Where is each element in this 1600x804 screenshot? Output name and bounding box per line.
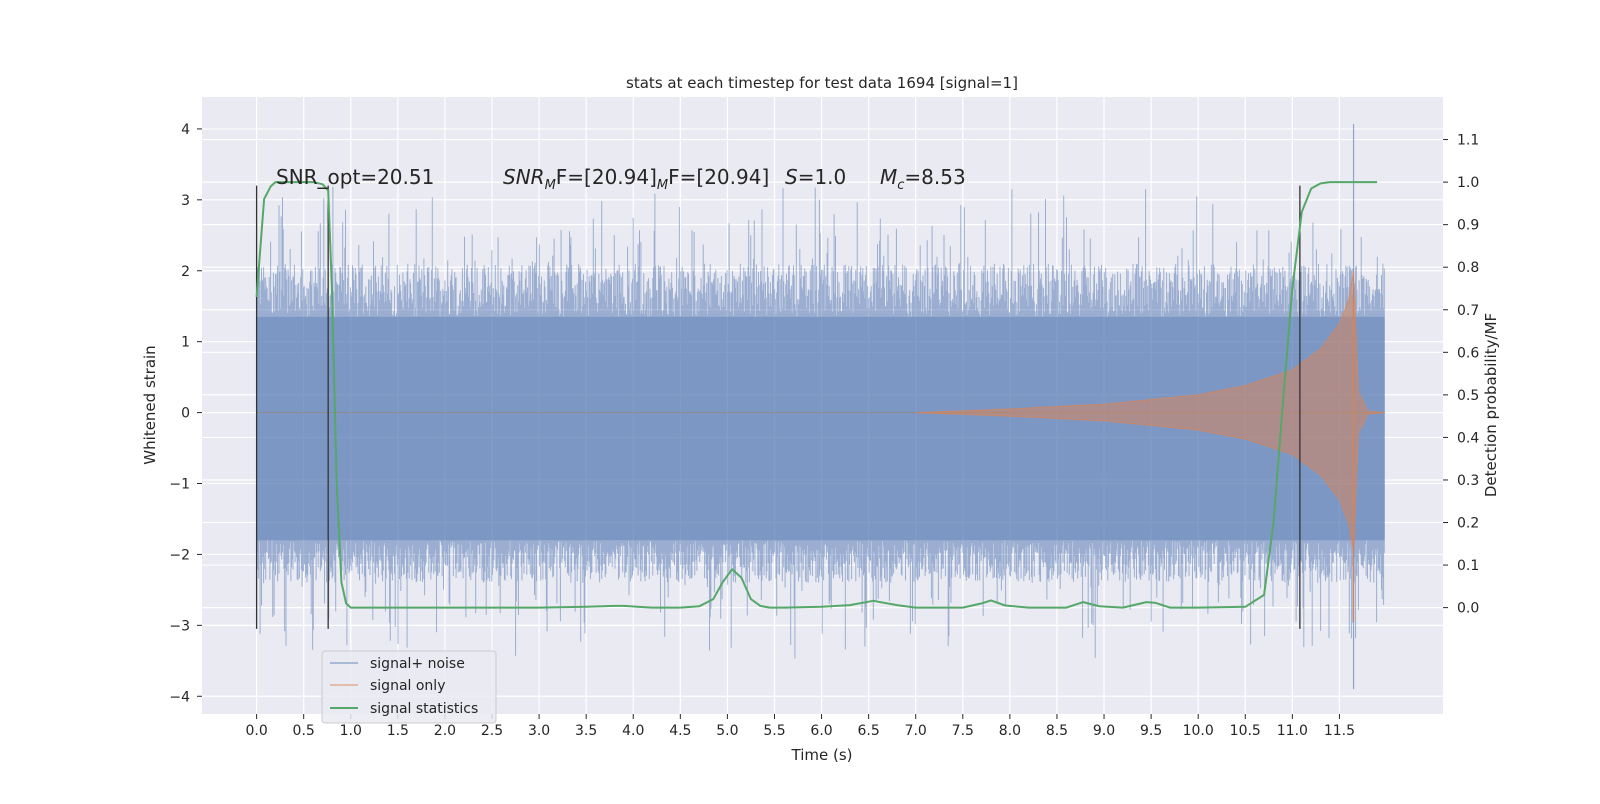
y-right-tick-label: 0.4	[1457, 430, 1479, 446]
signal-statistics-series	[255, 181, 1378, 609]
x-tick-label: 8.0	[999, 723, 1021, 739]
x-tick-label: 4.5	[669, 723, 691, 739]
signal-envelope	[915, 270, 1385, 552]
x-tick-label: 0.5	[293, 723, 315, 739]
x-tick-label: 7.0	[905, 723, 927, 739]
y-right-tick-label: 0.0	[1457, 601, 1479, 617]
y-right-tick-label: 1.0	[1457, 175, 1479, 191]
x-tick-label: 9.5	[1140, 723, 1162, 739]
y-left-tick-label: 2	[181, 264, 190, 280]
y-right-tick-label: 0.3	[1457, 473, 1479, 489]
x-tick-label: 11.5	[1324, 723, 1355, 739]
y-right-tick-label: 1.1	[1457, 133, 1479, 149]
stats-line	[255, 181, 1378, 609]
mc-sub: c	[897, 178, 904, 193]
x-tick-label: 0.0	[245, 723, 267, 739]
x-tick-label: 1.0	[340, 723, 362, 739]
y-left-tick-label: −2	[169, 547, 190, 563]
legend-label-signal: signal only	[370, 678, 445, 694]
y-left-tick-label: −4	[169, 689, 190, 705]
annotation-snr-opt: SNR_opt=20.51	[276, 165, 434, 189]
y-right-tick-label: 0.6	[1457, 345, 1479, 361]
y-left-tick-label: 0	[181, 406, 190, 422]
y-right-tick-label: 0.2	[1457, 516, 1479, 532]
y-left-tick-label: 4	[181, 122, 190, 138]
snr-mf-base: SNR	[503, 165, 545, 189]
x-tick-label: 10.5	[1230, 723, 1261, 739]
y-left-tick-label: 1	[181, 335, 190, 351]
mc-var: M	[880, 165, 897, 189]
snr-mf-rest: F=[20.94]	[668, 165, 769, 189]
x-tick-label: 2.0	[434, 723, 456, 739]
mc-rest: =8.53	[904, 165, 965, 189]
y-right-tick-label: 0.1	[1457, 558, 1479, 574]
s-rest: =1.0	[798, 165, 847, 189]
annotation-s: S=1.0	[785, 165, 846, 189]
x-tick-label: 4.0	[622, 723, 644, 739]
x-tick-label: 5.0	[716, 723, 738, 739]
y-right-tick-label: 0.8	[1457, 260, 1479, 276]
s-var: S	[785, 165, 798, 189]
x-tick-label: 7.5	[952, 723, 974, 739]
segment-markers	[255, 185, 1301, 629]
x-tick-label: 11.0	[1277, 723, 1308, 739]
y-right-tick-label: 0.5	[1457, 388, 1479, 404]
y-left-tick-label: 3	[181, 193, 190, 209]
x-tick-label: 6.0	[810, 723, 832, 739]
y-right-tick-label: 0.9	[1457, 218, 1479, 234]
snr-mf-sub: M	[657, 178, 668, 193]
snr-mf-rest: F=[20.94]	[556, 165, 657, 189]
x-tick-label: 2.5	[481, 723, 503, 739]
y-axis-right-label: Detection probability/MF	[1482, 313, 1500, 497]
x-tick-label: 6.5	[858, 723, 880, 739]
x-tick-label: 8.5	[1046, 723, 1068, 739]
x-tick-label: 9.0	[1093, 723, 1115, 739]
chart-title: stats at each timestep for test data 169…	[626, 74, 1018, 92]
legend: signal+ noise signal only signal statist…	[321, 650, 497, 724]
axis-ticks: 0.0 0.5 1.0 1.5 2.0 2.5 3.0 3.5 4.0 4.5 5.0 5.5 6.0 6…	[169, 122, 1479, 739]
legend-label-stats: signal statistics	[370, 701, 478, 717]
x-tick-label: 3.5	[575, 723, 597, 739]
y-left-tick-label: −3	[169, 618, 190, 634]
y-left-tick-label: −1	[169, 477, 190, 493]
x-tick-label: 5.5	[763, 723, 785, 739]
y-right-tick-label: 0.7	[1457, 303, 1479, 319]
annotation-snr-mf: SNRMF=[20.94]MF=[20.94]	[503, 165, 769, 193]
x-axis-label: Time (s)	[791, 746, 853, 764]
annotation-mc: Mc=8.53	[880, 165, 966, 193]
x-tick-label: 3.0	[528, 723, 550, 739]
snr-mf-sub: M	[545, 178, 556, 193]
x-tick-label: 10.0	[1183, 723, 1214, 739]
y-axis-left-label: Whitened strain	[141, 345, 159, 464]
legend-box	[321, 650, 497, 724]
x-tick-label: 1.5	[387, 723, 409, 739]
legend-label-noise: signal+ noise	[370, 656, 465, 672]
signal-only-series	[915, 270, 1385, 622]
